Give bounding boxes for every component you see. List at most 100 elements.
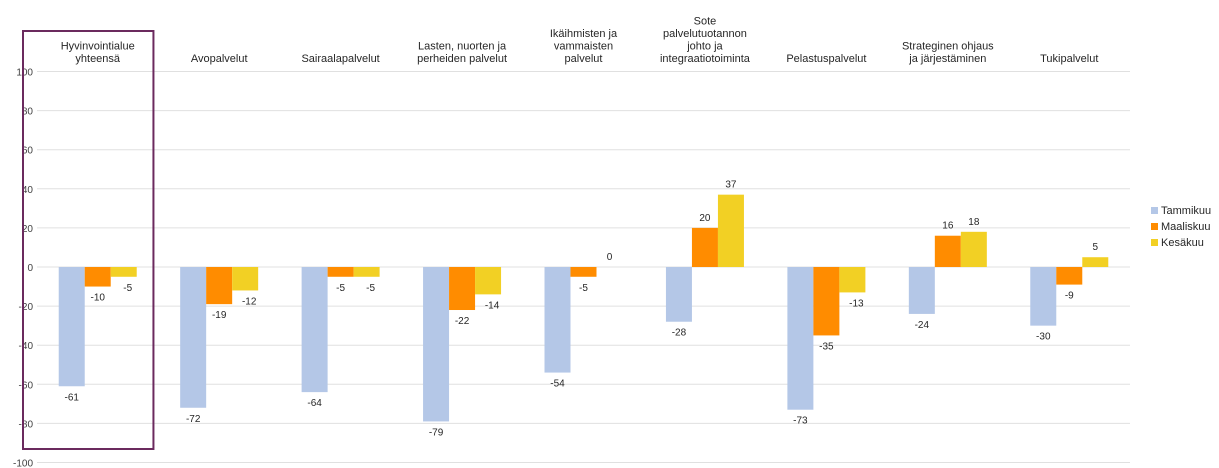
y-tick-label: 100	[16, 68, 33, 79]
bar	[1030, 267, 1057, 326]
bars	[58, 194, 1109, 422]
y-tick-label: -80	[19, 419, 34, 430]
bar	[934, 235, 961, 267]
y-tick-label: 20	[22, 224, 34, 235]
data-label: -14	[485, 300, 500, 311]
data-label: 18	[968, 217, 980, 228]
legend-label: Kesäkuu	[1161, 237, 1204, 249]
legend-swatch	[1151, 207, 1158, 214]
category-label: Tukipalvelut	[1040, 53, 1098, 65]
category-label: Pelastuspalvelut	[786, 53, 866, 65]
bar	[423, 267, 450, 422]
y-tick-label: 40	[22, 185, 34, 196]
data-label: 16	[942, 221, 954, 232]
data-label: -30	[1036, 332, 1051, 343]
bar	[206, 267, 233, 305]
highlight-frame-rect	[22, 30, 155, 450]
data-label: -24	[915, 320, 930, 331]
legend-label: Maaliskuu	[1161, 221, 1211, 233]
category-label-line: yhteensä	[75, 53, 121, 65]
data-label: -13	[849, 298, 864, 309]
data-label: -22	[455, 316, 470, 327]
bar	[717, 194, 744, 267]
category-label-line: Hyvinvointialue	[61, 41, 135, 53]
bar	[301, 267, 328, 393]
bar	[960, 231, 987, 267]
category-labels: Hyvinvointialue yhteensä Avopalvelut Sairaa…	[61, 16, 1099, 66]
data-label: -10	[90, 293, 105, 304]
category-label-line: ja järjestäminen	[908, 53, 986, 65]
category-label: Hyvinvointialue yhteensä	[61, 41, 135, 66]
category-label: Avopalvelut	[191, 53, 248, 65]
data-label: -61	[64, 392, 79, 403]
y-tick-label: -100	[13, 459, 33, 468]
bar	[1056, 267, 1083, 285]
category-label-line: integraatiotoiminta	[660, 53, 751, 65]
y-tick-label: 0	[27, 263, 33, 274]
data-label: -5	[336, 283, 345, 294]
category-label-line: johto ja	[686, 41, 723, 53]
category-label-line: palvelutuotannon	[663, 28, 747, 40]
data-label: 5	[1092, 242, 1098, 253]
bar	[58, 267, 85, 387]
data-label: 37	[725, 180, 737, 191]
bar	[908, 267, 935, 314]
bar	[475, 267, 502, 295]
bar	[110, 267, 137, 277]
y-tick-label: 60	[22, 146, 34, 157]
category-label: Strateginen ohjaus ja järjestäminen	[902, 41, 994, 66]
y-tick-label: 80	[22, 107, 34, 118]
bar	[327, 267, 354, 277]
data-label: -72	[186, 414, 201, 425]
data-label: -35	[819, 341, 834, 352]
category-label-line: Tukipalvelut	[1040, 53, 1098, 65]
data-label: -5	[123, 283, 132, 294]
bar	[570, 267, 597, 277]
data-label: -12	[242, 296, 257, 307]
category-label-line: Avopalvelut	[191, 53, 248, 65]
data-label: -5	[579, 283, 588, 294]
highlight-frame	[22, 30, 155, 450]
category-label-line: perheiden palvelut	[417, 53, 507, 65]
y-axis-ticks: -100 -80 -60 -40 -20 0 20 40 60 80 100	[13, 68, 33, 468]
y-tick-label: -20	[19, 302, 34, 313]
category-label: Lasten, nuorten ja perheiden palvelut	[417, 41, 507, 66]
category-label: Sairaalapalvelut	[301, 53, 379, 65]
legend-label: Tammikuu	[1161, 205, 1211, 217]
y-tick-label: -60	[19, 380, 34, 391]
category-label-line: Strateginen ohjaus	[902, 41, 994, 53]
legend-swatch	[1151, 223, 1158, 230]
legend: Tammikuu Maaliskuu Kesäkuu	[1151, 205, 1211, 249]
data-label: -5	[366, 283, 375, 294]
y-tick-label: -40	[19, 341, 34, 352]
data-label: -9	[1065, 291, 1074, 302]
category-label-line: Lasten, nuorten ja	[418, 41, 507, 53]
category-label-line: Sairaalapalvelut	[301, 53, 379, 65]
data-label: 0	[607, 252, 613, 263]
bar	[813, 267, 840, 336]
data-label: -54	[550, 379, 565, 390]
legend-swatch	[1151, 239, 1158, 246]
category-label-line: Ikäihmisten ja	[550, 28, 618, 40]
bar	[353, 267, 380, 277]
category-label: Ikäihmisten ja vammaisten palvelut	[550, 28, 618, 65]
data-label: -73	[793, 416, 808, 427]
bar	[232, 267, 259, 291]
data-label: -79	[429, 427, 444, 438]
category-label-line: Sote	[694, 16, 717, 28]
bar	[839, 267, 866, 293]
data-label: -64	[307, 398, 322, 409]
category-label: Sote palvelutuotannon johto ja integraatiot…	[660, 16, 751, 66]
data-labels: -61 -10 -5 -72 -19 -12 -64 -5 -5 -79 -22 -14 -54 -5 0 -…	[64, 180, 1098, 439]
data-label: 20	[699, 213, 711, 224]
data-label: -28	[672, 328, 687, 339]
data-label: -19	[212, 310, 227, 321]
bar	[84, 267, 111, 287]
category-label-line: Pelastuspalvelut	[786, 53, 866, 65]
bar	[1082, 257, 1109, 267]
bar	[787, 267, 814, 410]
bar	[544, 267, 571, 373]
bar	[665, 267, 692, 322]
bar	[180, 267, 207, 408]
